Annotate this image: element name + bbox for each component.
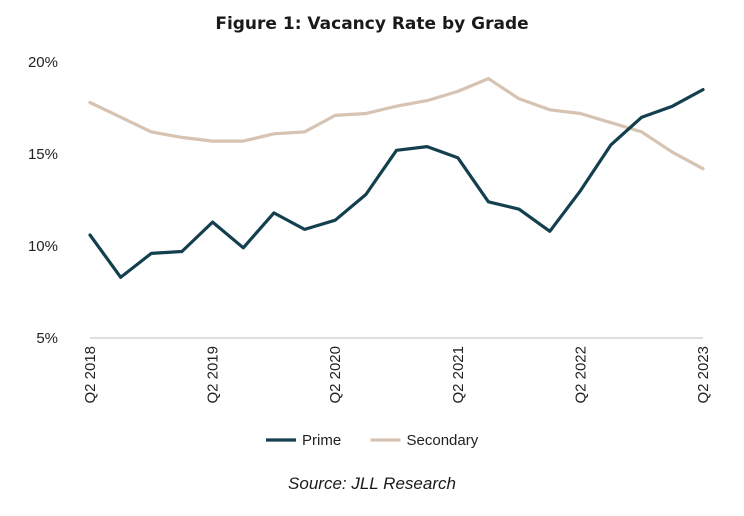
source-note: Source: JLL Research xyxy=(288,474,456,493)
x-tick-label: Q2 2023 xyxy=(695,346,712,404)
series-lines xyxy=(88,77,705,279)
x-tick-label: Q2 2020 xyxy=(327,346,344,404)
legend-label-secondary: Secondary xyxy=(407,432,479,449)
series-line-prime xyxy=(88,88,705,279)
chart-title: Figure 1: Vacancy Rate by Grade xyxy=(215,14,529,34)
x-axis-ticks: Q2 2018 Q2 2019 Q2 2020 Q2 2021 Q2 2022 Q2 20… xyxy=(82,346,712,404)
y-tick-label: 10% xyxy=(28,238,58,255)
series-line-secondary xyxy=(88,77,705,171)
legend-label-prime: Prime xyxy=(302,432,341,449)
x-tick-label: Q2 2019 xyxy=(205,346,222,404)
x-tick-label: Q2 2021 xyxy=(450,346,467,404)
y-tick-label: 5% xyxy=(36,330,58,347)
y-axis-ticks: 5% 10% 15% 20% xyxy=(28,54,58,347)
legend: Prime Secondary xyxy=(266,432,479,449)
x-tick-label: Q2 2022 xyxy=(572,346,589,404)
y-tick-label: 20% xyxy=(28,54,58,71)
x-tick-label: Q2 2018 xyxy=(82,346,99,404)
y-tick-label: 15% xyxy=(28,146,58,163)
